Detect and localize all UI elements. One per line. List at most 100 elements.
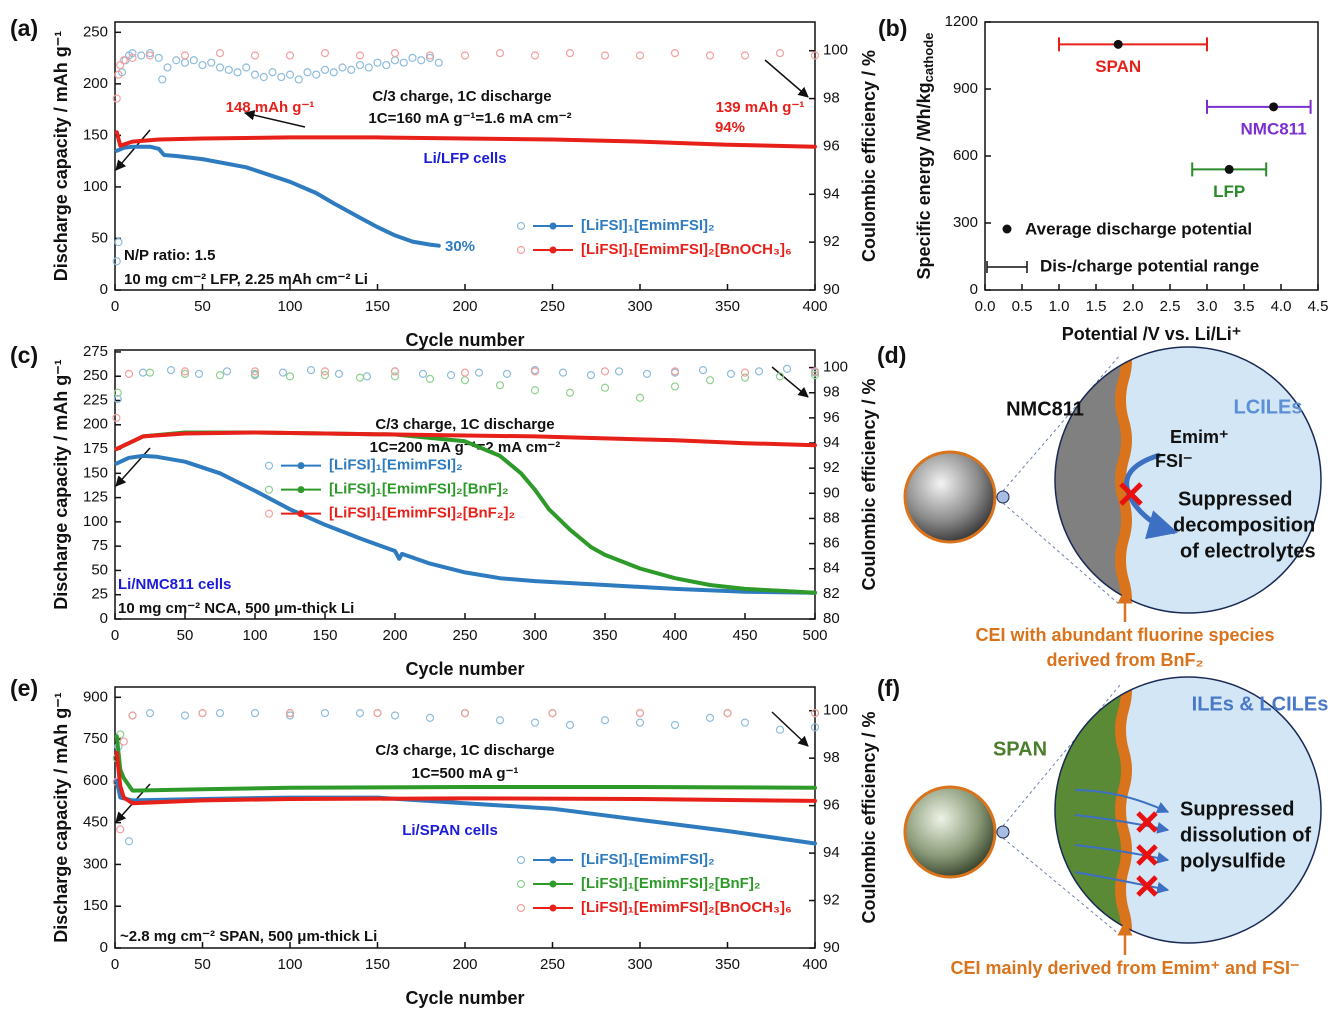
ce-point <box>208 59 215 66</box>
ce-point <box>427 714 434 721</box>
effect-label: of electrolytes <box>1180 540 1316 562</box>
x-tick-label: 0.5 <box>1012 298 1033 315</box>
y2-tick-label: 94 <box>823 185 840 202</box>
ce-point <box>420 370 427 377</box>
x-tick-label: 50 <box>194 956 211 973</box>
ce-point <box>462 710 469 717</box>
x-axis-title: Cycle number <box>405 659 524 679</box>
ce-point <box>147 369 154 376</box>
ce-point <box>637 710 644 717</box>
x-tick-label: 450 <box>732 627 757 644</box>
y-tick-label: 750 <box>83 730 108 747</box>
ce-point <box>357 710 364 717</box>
y-tick-label: 250 <box>83 23 108 40</box>
x-tick-label: 100 <box>242 627 267 644</box>
x-tick-label: 500 <box>802 627 827 644</box>
y2-tick-label: 80 <box>823 610 840 627</box>
particle <box>905 452 995 542</box>
ce-point <box>756 368 763 375</box>
y-tick-label: 600 <box>83 772 108 789</box>
point <box>1269 102 1278 111</box>
ce-point <box>260 74 267 81</box>
point <box>1225 165 1234 174</box>
legend-marker <box>518 881 525 888</box>
cathode-label: NMC811 <box>1006 398 1084 420</box>
y2-tick-label: 92 <box>823 459 840 476</box>
x-tick-label: 300 <box>627 298 652 315</box>
annotation: 94% <box>715 119 745 136</box>
ce-point <box>126 370 133 377</box>
y2-tick-label: 90 <box>823 484 840 501</box>
annotation: 1C=160 mA g⁻¹=1.6 mA cm⁻² <box>368 110 571 127</box>
cathode-label: SPAN <box>993 738 1047 760</box>
ce-point <box>724 710 731 717</box>
ce-point <box>497 717 504 724</box>
ce-point <box>190 57 197 64</box>
effect-label: Suppressed <box>1180 798 1294 820</box>
x-axis-title: Potential /V vs. Li/Li⁺ <box>1062 324 1242 344</box>
plot-frame <box>985 22 1318 290</box>
x-tick-label: 400 <box>662 627 687 644</box>
ce-point <box>392 368 399 375</box>
ce-point <box>287 71 294 78</box>
y-tick-label: 50 <box>91 229 108 246</box>
ce-point <box>182 712 189 719</box>
ce-point <box>742 369 749 376</box>
ce-point <box>295 76 302 83</box>
y-tick-label: 275 <box>83 343 108 360</box>
ce-point <box>476 369 483 376</box>
ce-point <box>383 62 390 69</box>
ce-point <box>532 719 539 726</box>
x-tick-label: 250 <box>452 627 477 644</box>
ce-point <box>777 726 784 733</box>
electrolyte-label: ILEs & LCILEs <box>1192 693 1329 715</box>
legend-marker <box>266 510 273 517</box>
ce-point <box>243 64 250 71</box>
ce-point <box>602 52 609 59</box>
ce-point <box>322 50 329 57</box>
ce-point <box>616 368 623 375</box>
ce-point <box>462 52 469 59</box>
ce-point <box>644 370 651 377</box>
y2-tick-label: 88 <box>823 509 840 526</box>
annotation: Li/SPAN cells <box>402 822 498 839</box>
x-tick-label: 1.0 <box>1049 298 1070 315</box>
legend-label: [LiFSI]₁[EmimFSI]₂[BnF]₂ <box>329 481 509 498</box>
x-tick-label: 100 <box>277 956 302 973</box>
y-tick-label: 200 <box>83 75 108 92</box>
annotation: C/3 charge, 1C discharge <box>372 88 551 105</box>
ce-point <box>217 64 224 71</box>
ce-point <box>497 382 504 389</box>
ce-point <box>602 368 609 375</box>
legend-marker <box>518 223 525 230</box>
ce-point <box>217 50 224 57</box>
y-axis-title: Specific energy /Wh/kgcathode <box>914 33 937 280</box>
arrow <box>116 448 150 486</box>
y-axis-title-main: Specific energy /Wh/kg <box>914 82 934 279</box>
ce-point <box>224 368 231 375</box>
y-tick-label: 0 <box>970 281 978 298</box>
x-tick-label: 100 <box>277 298 302 315</box>
legend-marker <box>518 905 525 912</box>
x-tick-label: 250 <box>540 956 565 973</box>
species-label: FSI⁻ <box>1155 451 1193 471</box>
annotation: 10 mg cm⁻² NCA, 500 μm-thick Li <box>118 600 354 617</box>
x-tick-label: 150 <box>365 298 390 315</box>
x-tick-label: 350 <box>592 627 617 644</box>
panel-label: (b) <box>878 15 907 41</box>
x-tick-label: 250 <box>540 298 565 315</box>
x-tick-label: 50 <box>177 627 194 644</box>
ce-point <box>672 50 679 57</box>
ce-point <box>348 66 355 73</box>
legend-marker <box>518 247 525 254</box>
y-tick-label: 900 <box>953 80 978 97</box>
ce-point <box>707 377 714 384</box>
y2-tick-label: 100 <box>823 359 848 376</box>
figure: C/3 charge, 1C discharge 1C=160 mA g⁻¹=1… <box>0 0 1341 1010</box>
panel-label: (f) <box>877 675 900 701</box>
legend-marker <box>550 857 557 864</box>
ce-point <box>462 369 469 376</box>
y-tick-label: 1200 <box>945 13 978 30</box>
x-tick-label: 350 <box>715 298 740 315</box>
panel-label: (e) <box>10 675 38 701</box>
